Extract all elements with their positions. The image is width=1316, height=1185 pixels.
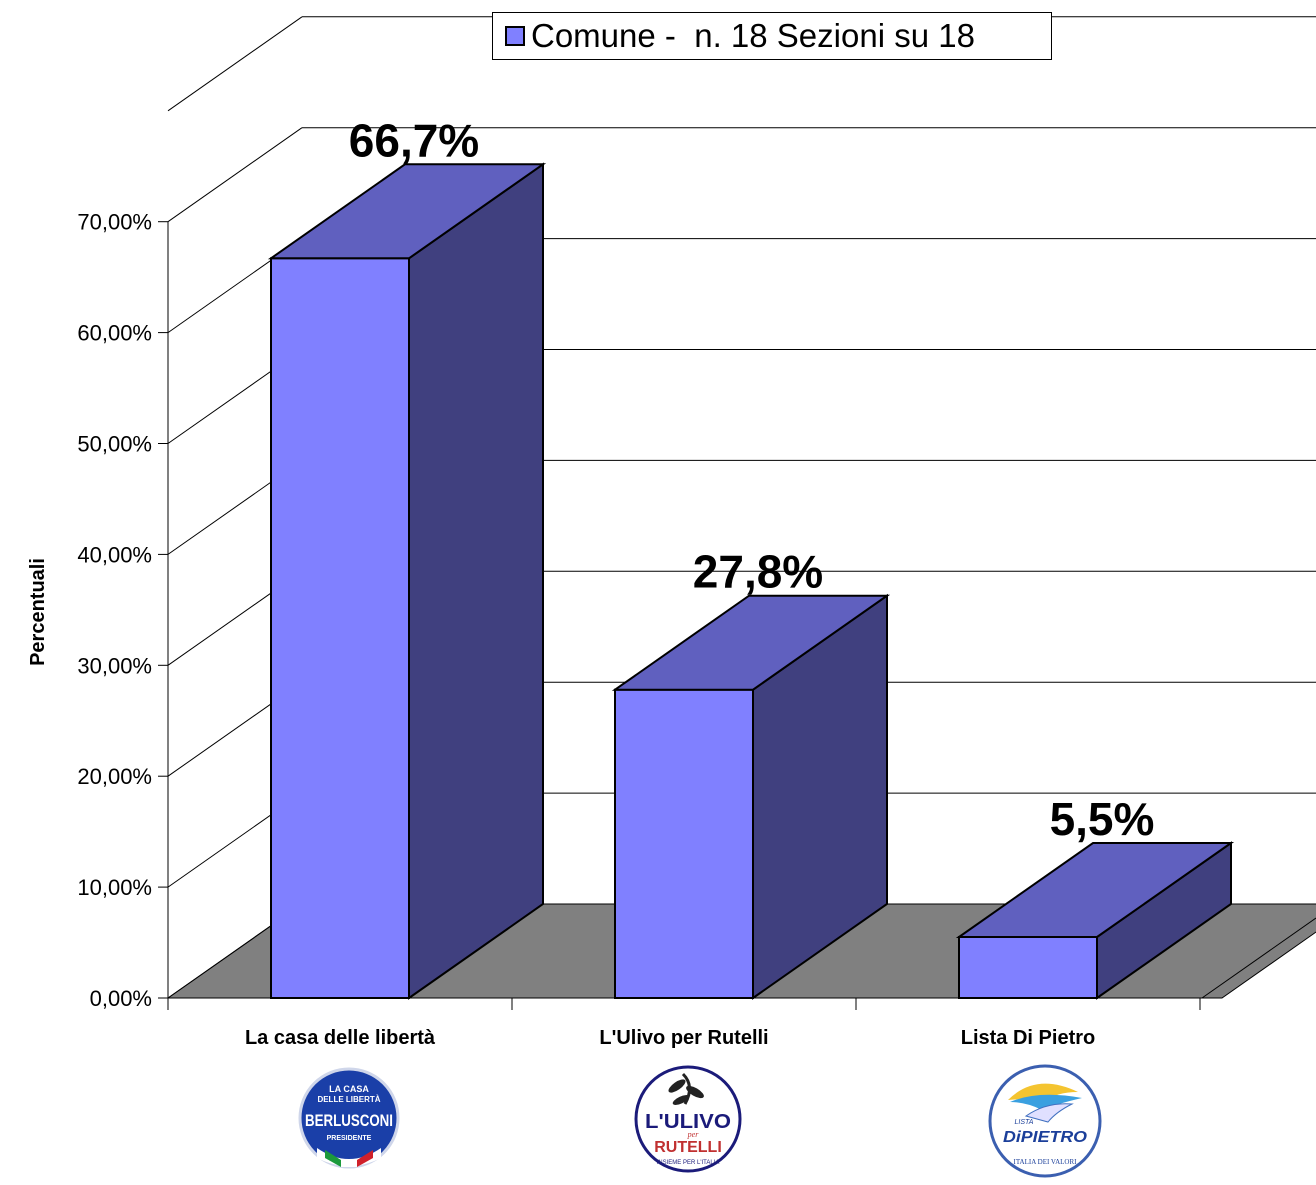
bar-top: [955, 842, 1235, 939]
data-label: 27,8%: [693, 546, 823, 598]
svg-text:DELLE LIBERTÀ: DELLE LIBERTÀ: [317, 1095, 380, 1104]
y-axis: 0,00% 10,00% 20,00% 30,00% 40,00% 50,00% 60,00…: [77, 210, 1201, 1011]
x-axis-labels: La casa delle libertà L'Ulivo per Rutelli…: [245, 1027, 1095, 1049]
y-tick-label: 10,00%: [77, 875, 152, 900]
svg-text:INSIEME PER L'ITALIA: INSIEME PER L'ITALIA: [657, 1160, 720, 1166]
bar: [955, 841, 1235, 1000]
legend: Comune - n. 18 Sezioni su 18: [492, 12, 1052, 60]
y-tick-label: 70,00%: [77, 210, 152, 235]
bar-top: [611, 594, 891, 691]
ulivo-logo: L'ULIVO per RUTELLI INSIEME PER L'ITALIA: [633, 1064, 742, 1173]
bar-front: [614, 688, 754, 999]
y-axis-title: Percentuali: [27, 558, 49, 666]
y-tick-label: 50,00%: [77, 432, 152, 457]
bar-front: [958, 936, 1098, 1000]
svg-text:RUTELLI: RUTELLI: [654, 1139, 722, 1156]
svg-text:DiPIETRO: DiPIETRO: [1003, 1129, 1088, 1146]
svg-text:PRESIDENTE: PRESIDENTE: [327, 1135, 372, 1142]
y-tick-label: 0,00%: [90, 986, 152, 1011]
casa-delle-liberta-logo: LA CASA DELLE LIBERTÀ BERLUSCONI PRESIDE…: [297, 1066, 401, 1170]
y-tick-label: 40,00%: [77, 542, 152, 567]
gridline-diagonal: [167, 16, 303, 112]
bar-top: [267, 163, 547, 260]
svg-text:BERLUSCONI: BERLUSCONI: [305, 1111, 393, 1130]
legend-swatch: [505, 26, 525, 46]
bar-side: [408, 162, 544, 1000]
bar-front: [270, 257, 410, 999]
data-label: 66,7%: [349, 114, 479, 166]
bar: [611, 593, 891, 1000]
svg-text:LA CASA: LA CASA: [329, 1084, 369, 1094]
y-tick-label: 30,00%: [77, 653, 152, 678]
y-tick-label: 60,00%: [77, 321, 152, 346]
gridline-diagonal: [167, 127, 303, 223]
bar: [267, 162, 547, 1000]
x-tick-label: L'Ulivo per Rutelli: [599, 1027, 768, 1049]
bars: [267, 162, 1235, 1000]
floor-right-edge: [1201, 917, 1316, 999]
data-labels: 66,7% 27,8% 5,5%: [349, 114, 1155, 845]
data-label: 5,5%: [1050, 793, 1155, 845]
x-tick-label: La casa delle libertà: [245, 1027, 436, 1049]
dipietro-logo: LISTA DiPIETRO ITALIA DEI VALORI: [986, 1062, 1102, 1178]
x-tick-label: Lista Di Pietro: [961, 1027, 1095, 1049]
y-tick-label: 20,00%: [77, 764, 152, 789]
svg-text:ITALIA DEI VALORI: ITALIA DEI VALORI: [1014, 1158, 1078, 1166]
legend-label: Comune - n. 18 Sezioni su 18: [531, 17, 975, 54]
svg-text:L'ULIVO: L'ULIVO: [645, 1111, 731, 1133]
svg-text:per: per: [687, 1130, 700, 1139]
svg-text:LISTA: LISTA: [1015, 1119, 1034, 1126]
